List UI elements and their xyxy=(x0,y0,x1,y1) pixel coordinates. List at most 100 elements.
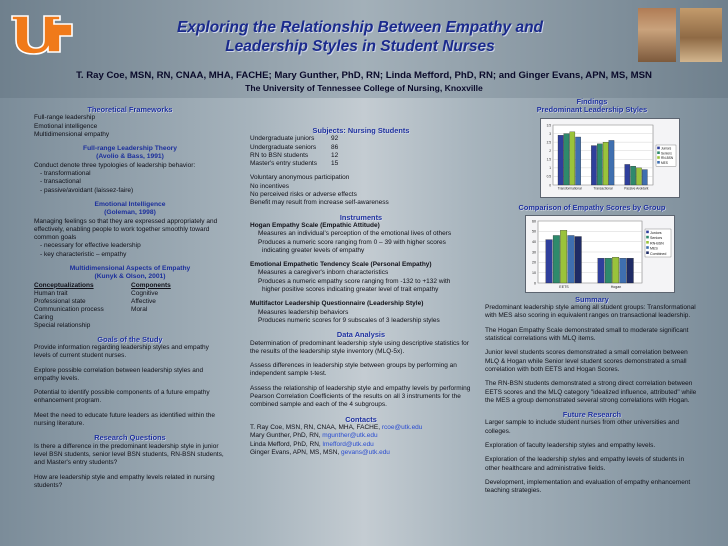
chart-bar xyxy=(630,165,636,185)
contact-line: T. Ray Coe, MSN, RN, CNAA, MHA, FACHE, r… xyxy=(250,424,472,432)
table-cell: Undergraduate seniors xyxy=(250,143,317,151)
y-tick-label: 0 xyxy=(549,183,551,187)
legend-swatch xyxy=(657,160,660,164)
chart-bar xyxy=(604,257,612,284)
chart-bar xyxy=(560,230,568,284)
paragraph: Managing feelings so that they are expre… xyxy=(34,217,218,242)
y-tick-label: 3.5 xyxy=(547,123,552,127)
chart-bar xyxy=(612,256,620,284)
institution-line: The University of Tennessee College of N… xyxy=(245,83,483,93)
legend-swatch xyxy=(646,240,649,244)
paragraph: Junior level students scores demonstrate… xyxy=(485,349,688,373)
instrument-title: Hogan Empathy Scale (Empathic Attitude) xyxy=(250,221,380,229)
list-item: No perceived risks or adverse effects xyxy=(250,191,357,199)
legend-label: Juniors xyxy=(661,146,672,150)
chart-heading: Predominant Leadership Styles xyxy=(536,105,648,115)
paragraph: Exploration of the leadership styles and… xyxy=(485,456,685,472)
leadership-chart: 0 0.5 1 1.5 2 2.5 3 3.5 Transformational Transact… xyxy=(540,117,680,198)
table-cell: 86 xyxy=(331,143,339,151)
list-item: Multidimensional empathy xyxy=(34,130,110,138)
contact-name: Mary Gunther, PhD, RN, xyxy=(250,432,321,440)
chart-bar xyxy=(597,257,605,284)
table-cell: RN to BSN students xyxy=(250,151,309,159)
paragraph: The Hogan Empathy Scale demonstrated sma… xyxy=(485,326,689,343)
subjects-table: Undergraduate juniors 92 Undergraduate se… xyxy=(250,135,338,168)
list-item: Produces numeric scores for 9 subscales … xyxy=(258,316,440,324)
section-heading: Goals of the Study xyxy=(97,334,163,344)
paragraph: Determination of predominant leadership … xyxy=(250,339,469,355)
table-row: RN to BSN students 12 xyxy=(250,152,338,160)
paragraph: How are leadership style and empathy lev… xyxy=(34,473,215,489)
contact-line: Ginger Evans, APN, MS, MSN, gevans@utk.e… xyxy=(250,449,472,457)
section-heading: Subjects: Nursing Students xyxy=(312,126,410,135)
list-item: - transactional xyxy=(40,178,81,186)
legend-swatch xyxy=(646,230,649,234)
list-item: Emotional intelligence xyxy=(34,122,98,130)
paragraph: Conduct denote three typologies of leade… xyxy=(34,161,196,169)
section-heading: Emotional Intelligence xyxy=(94,200,166,208)
x-tick-label: EETS xyxy=(559,285,569,289)
section-heading: Findings xyxy=(576,97,608,106)
x-tick-label: Passive Avoidant xyxy=(624,186,648,190)
list-item: - passive/avoidant (laissez-faire) xyxy=(40,186,134,194)
email-link[interactable]: mgunther@utk.edu xyxy=(322,432,378,440)
email-link[interactable]: gevans@utk.edu xyxy=(341,448,390,456)
list-item: Produces a numeric score ranging from 0 … xyxy=(258,238,446,246)
authors-line: T. Ray Coe, MSN, RN, CNAA, MHA, FACHE; M… xyxy=(76,70,652,81)
table-row: Undergraduate juniors 92 xyxy=(250,135,338,143)
chart-heading: Comparison of Empathy Scores by Group xyxy=(518,202,666,212)
contact-name: T. Ray Coe, MSN, RN, CNAA, MHA, FACHE, xyxy=(250,423,381,431)
contact-line: Linda Mefford, PhD, RN, lmefford@utk.edu xyxy=(250,441,472,449)
list-item: indicating greater levels of empathy xyxy=(262,246,365,254)
legend-swatch xyxy=(646,246,649,249)
email-link[interactable]: rcoe@utk.edu xyxy=(381,423,423,431)
table-cell: Affective xyxy=(131,297,156,305)
legend-label: Seniors xyxy=(661,151,672,155)
y-tick-label: 2.5 xyxy=(547,140,552,144)
table-cell: Human trait xyxy=(34,289,68,297)
leadership-chart-svg: 0 0.5 1 1.5 2 2.5 3 3.5 Transformational Transact… xyxy=(547,123,677,190)
list-item: Benefit may result from increase self-aw… xyxy=(250,199,389,207)
section-heading: Full-range Leadership Theory xyxy=(82,145,177,153)
email-link[interactable]: lmefford@utk.edu xyxy=(322,440,374,448)
paragraph: Larger sample to include student nurses … xyxy=(485,419,680,435)
table-cell: Master's entry students xyxy=(250,160,317,168)
paragraph: Is there a difference in the predominant… xyxy=(34,442,224,467)
empathy-chart-svg: 0 10 20 30 40 50 60 EETS Hogan JuniorsSeniorsRN-B… xyxy=(532,219,672,289)
right-column: Findings Predominant Leadership Styles 0… xyxy=(485,97,699,496)
poster-header: Exploring the Relationship Between Empat… xyxy=(0,0,728,98)
chart-bar xyxy=(636,167,642,185)
chart-bar xyxy=(552,235,560,284)
legend-label: MES xyxy=(661,161,668,165)
y-tick-label: 0.5 xyxy=(547,174,552,178)
section-heading: Data Analysis xyxy=(336,330,386,340)
section-heading: Contacts xyxy=(345,414,377,424)
y-tick-label: 40 xyxy=(532,240,536,244)
y-tick-label: 1 xyxy=(549,166,551,170)
table-row: Communication process Moral xyxy=(34,306,184,314)
paragraph: The RN-BSN students demonstrated a stron… xyxy=(485,380,697,404)
y-tick-label: 0 xyxy=(534,281,536,285)
x-tick-label: Transformational xyxy=(558,186,582,190)
chart-bar xyxy=(619,257,627,284)
paragraph: Provide information regarding leadership… xyxy=(34,343,209,360)
legend-label: RN-BSN xyxy=(661,156,674,160)
middle-column: Subjects: Nursing Students Undergraduate… xyxy=(250,126,472,457)
paragraph: Predominant leadership style among all s… xyxy=(485,304,696,320)
list-item: higher positive scores indicating greate… xyxy=(262,286,439,294)
list-item: Voluntary anonymous participation xyxy=(250,174,350,182)
legend-label: Seniors xyxy=(650,236,662,240)
chart-bar xyxy=(602,141,609,185)
table-row: Caring xyxy=(34,314,184,322)
list-item: - necessary for effective leadership xyxy=(40,242,141,250)
contact-name: Ginger Evans, APN, MS, MSN, xyxy=(250,448,340,456)
chart-bar xyxy=(545,239,553,284)
paragraph: Exploration of faculty leadership styles… xyxy=(485,442,656,450)
y-tick-label: 50 xyxy=(532,230,536,234)
chart-bar xyxy=(567,235,575,284)
chart-bar xyxy=(624,163,631,185)
empathy-aspects-table: Conceptualizations Components Human trai… xyxy=(34,282,184,330)
y-tick-label: 2 xyxy=(549,149,551,153)
table-cell: Caring xyxy=(34,313,54,321)
table-row: Master's entry students 15 xyxy=(250,160,338,168)
